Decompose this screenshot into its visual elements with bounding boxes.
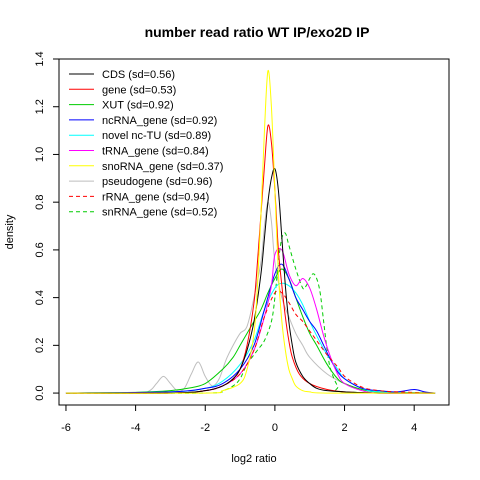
series-line-2 (65, 268, 436, 394)
x-tick-label: -2 (200, 422, 210, 434)
y-tick-label: 1.2 (34, 99, 46, 114)
x-tick-label: 0 (272, 422, 278, 434)
legend-label: snoRNA_gene (sd=0.37) (102, 161, 223, 173)
legend: CDS (sd=0.56) gene (sd=0.53) XUT (sd=0.92)… (69, 69, 223, 219)
legend-label: CDS (sd=0.56) (102, 69, 175, 81)
x-axis: -6 -4 -2 0 2 4 (61, 404, 417, 434)
series-line-5 (65, 247, 436, 394)
y-tick-label: 0.4 (34, 290, 46, 305)
y-tick-label: 1.0 (34, 147, 46, 162)
x-axis-label: log2 ratio (231, 453, 276, 465)
y-tick-label: 0.0 (34, 385, 46, 400)
x-tick-label: 4 (411, 422, 417, 434)
y-tick-label: 1.4 (34, 51, 46, 66)
series-line-8 (65, 290, 436, 394)
y-tick-label: 0.6 (34, 242, 46, 257)
series-layer (65, 70, 436, 394)
legend-label: XUT (sd=0.92) (102, 100, 174, 112)
series-line-3 (65, 263, 436, 394)
x-tick-label: 2 (341, 422, 347, 434)
legend-label: novel nc-TU (sd=0.89) (102, 130, 211, 142)
legend-label: ncRNA_gene (sd=0.92) (102, 115, 217, 127)
legend-label: rRNA_gene (sd=0.94) (102, 191, 209, 203)
series-line-6 (65, 70, 436, 394)
legend-label: snRNA_gene (sd=0.52) (102, 207, 217, 219)
y-tick-label: 0.2 (34, 338, 46, 353)
series-line-0 (65, 167, 436, 394)
legend-label: pseudogene (sd=0.96) (102, 176, 212, 188)
x-tick-label: -4 (131, 422, 141, 434)
y-tick-label: 0.8 (34, 195, 46, 210)
series-line-7 (65, 201, 436, 394)
y-axis: 0.0 0.2 0.4 0.6 0.8 1.0 1.2 1.4 (34, 51, 60, 401)
legend-label: gene (sd=0.53) (102, 84, 176, 96)
legend-label: tRNA_gene (sd=0.84) (102, 146, 209, 158)
x-tick-label: -6 (61, 422, 71, 434)
y-axis-label: density (4, 214, 16, 249)
chart-title: number read ratio WT IP/exo2D IP (145, 24, 370, 40)
